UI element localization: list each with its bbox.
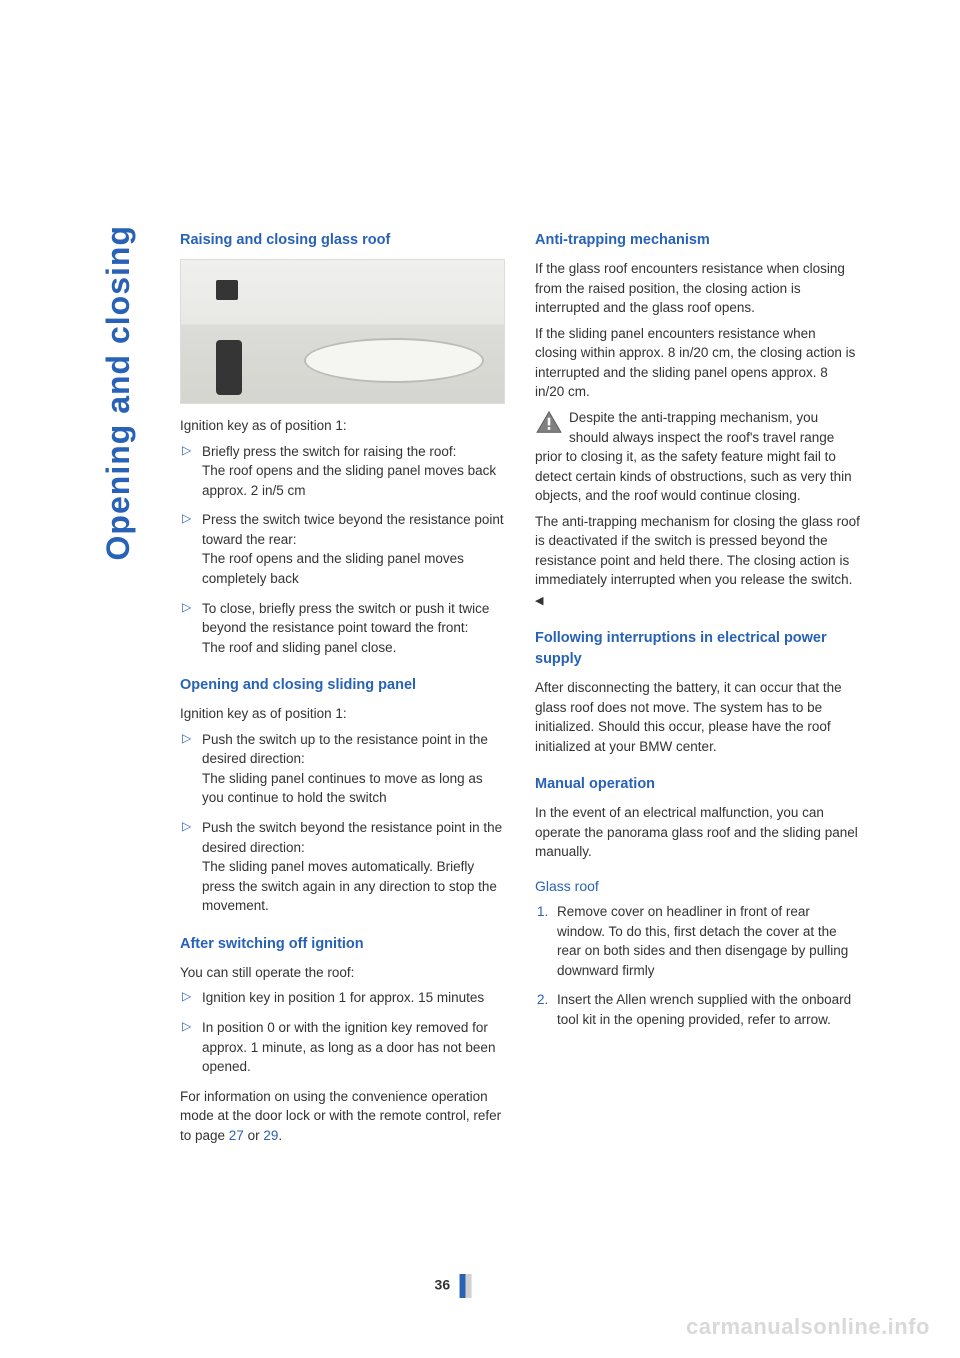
list-item: Insert the Allen wrench supplied with th…	[535, 990, 860, 1029]
item-sub: The sliding panel continues to move as l…	[202, 769, 505, 808]
end-mark-icon: ◀	[535, 594, 543, 610]
list-item: Briefly press the switch for raising the…	[180, 442, 505, 501]
item-text: Ignition key in position 1 for approx. 1…	[202, 990, 484, 1005]
item-sub: The roof and sliding panel close.	[202, 638, 505, 658]
footer-c: .	[278, 1128, 282, 1143]
content-columns: Raising and closing glass roof Ignition …	[180, 230, 860, 1151]
manual-steps-list: Remove cover on headliner in front of re…	[535, 902, 860, 1029]
page-link-27[interactable]: 27	[229, 1128, 244, 1143]
section-title-after-ignition: After switching off ignition	[180, 934, 505, 955]
item-text: In position 0 or with the ignition key r…	[202, 1020, 495, 1074]
item-text: Briefly press the switch for raising the…	[202, 444, 456, 459]
p3-text: The anti-trapping mechanism for closing …	[535, 514, 860, 588]
list-item: To close, briefly press the switch or pu…	[180, 599, 505, 658]
item-text: Press the switch twice beyond the resist…	[202, 512, 504, 547]
sub-title-glass-roof: Glass roof	[535, 876, 860, 896]
right-column: Anti-trapping mechanism If the glass roo…	[535, 230, 860, 1151]
footer-b: or	[244, 1128, 264, 1143]
paragraph: The anti-trapping mechanism for closing …	[535, 512, 860, 610]
section-title-anti-trapping: Anti-trapping mechanism	[535, 230, 860, 251]
warning-text: Despite the anti-trapping mechanism, you…	[535, 410, 852, 503]
footer-text: For information on using the convenience…	[180, 1087, 505, 1146]
warning-block: Despite the anti-trapping mechanism, you…	[535, 408, 860, 506]
paragraph: If the sliding panel encounters resistan…	[535, 324, 860, 402]
ignition-list: Ignition key in position 1 for approx. 1…	[180, 988, 505, 1076]
item-text: Insert the Allen wrench supplied with th…	[557, 992, 851, 1027]
item-sub: The sliding panel moves automatically. B…	[202, 857, 505, 916]
section-title-sliding: Opening and closing sliding panel	[180, 675, 505, 696]
intro-text: Ignition key as of position 1:	[180, 704, 505, 724]
list-item: In position 0 or with the ignition key r…	[180, 1018, 505, 1077]
intro-text: Ignition key as of position 1:	[180, 416, 505, 436]
page-number: 36	[435, 1274, 480, 1298]
section-title-interruptions: Following interruptions in electrical po…	[535, 628, 860, 670]
section-title-manual: Manual operation	[535, 774, 860, 795]
list-item: Remove cover on headliner in front of re…	[535, 902, 860, 980]
page: Opening and closing Raising and closing …	[0, 0, 960, 1358]
list-item: Ignition key in position 1 for approx. 1…	[180, 988, 505, 1008]
item-sub: The roof opens and the sliding panel mov…	[202, 461, 505, 500]
list-item: Push the switch up to the resistance poi…	[180, 730, 505, 808]
item-text: Push the switch up to the resistance poi…	[202, 732, 488, 767]
paragraph: After disconnecting the battery, it can …	[535, 678, 860, 756]
sliding-list: Push the switch up to the resistance poi…	[180, 730, 505, 916]
item-text: Push the switch beyond the resistance po…	[202, 820, 502, 855]
item-text: Remove cover on headliner in front of re…	[557, 904, 848, 978]
side-tab-label: Opening and closing	[100, 225, 137, 560]
page-num-bar-icon	[466, 1274, 472, 1298]
item-sub: The roof opens and the sliding panel mov…	[202, 549, 505, 588]
page-link-29[interactable]: 29	[263, 1128, 278, 1143]
raising-list: Briefly press the switch for raising the…	[180, 442, 505, 658]
roof-switch-figure	[180, 259, 505, 404]
list-item: Press the switch twice beyond the resist…	[180, 510, 505, 588]
watermark-text: carmanualsonline.info	[686, 1314, 930, 1340]
paragraph: If the glass roof encounters resistance …	[535, 259, 860, 318]
page-number-value: 36	[435, 1277, 451, 1293]
warning-icon	[535, 410, 563, 434]
section-title-raising: Raising and closing glass roof	[180, 230, 505, 251]
item-text: To close, briefly press the switch or pu…	[202, 601, 489, 636]
left-column: Raising and closing glass roof Ignition …	[180, 230, 505, 1151]
intro-text: You can still operate the roof:	[180, 963, 505, 983]
list-item: Push the switch beyond the resistance po…	[180, 818, 505, 916]
paragraph: In the event of an electrical malfunctio…	[535, 803, 860, 862]
